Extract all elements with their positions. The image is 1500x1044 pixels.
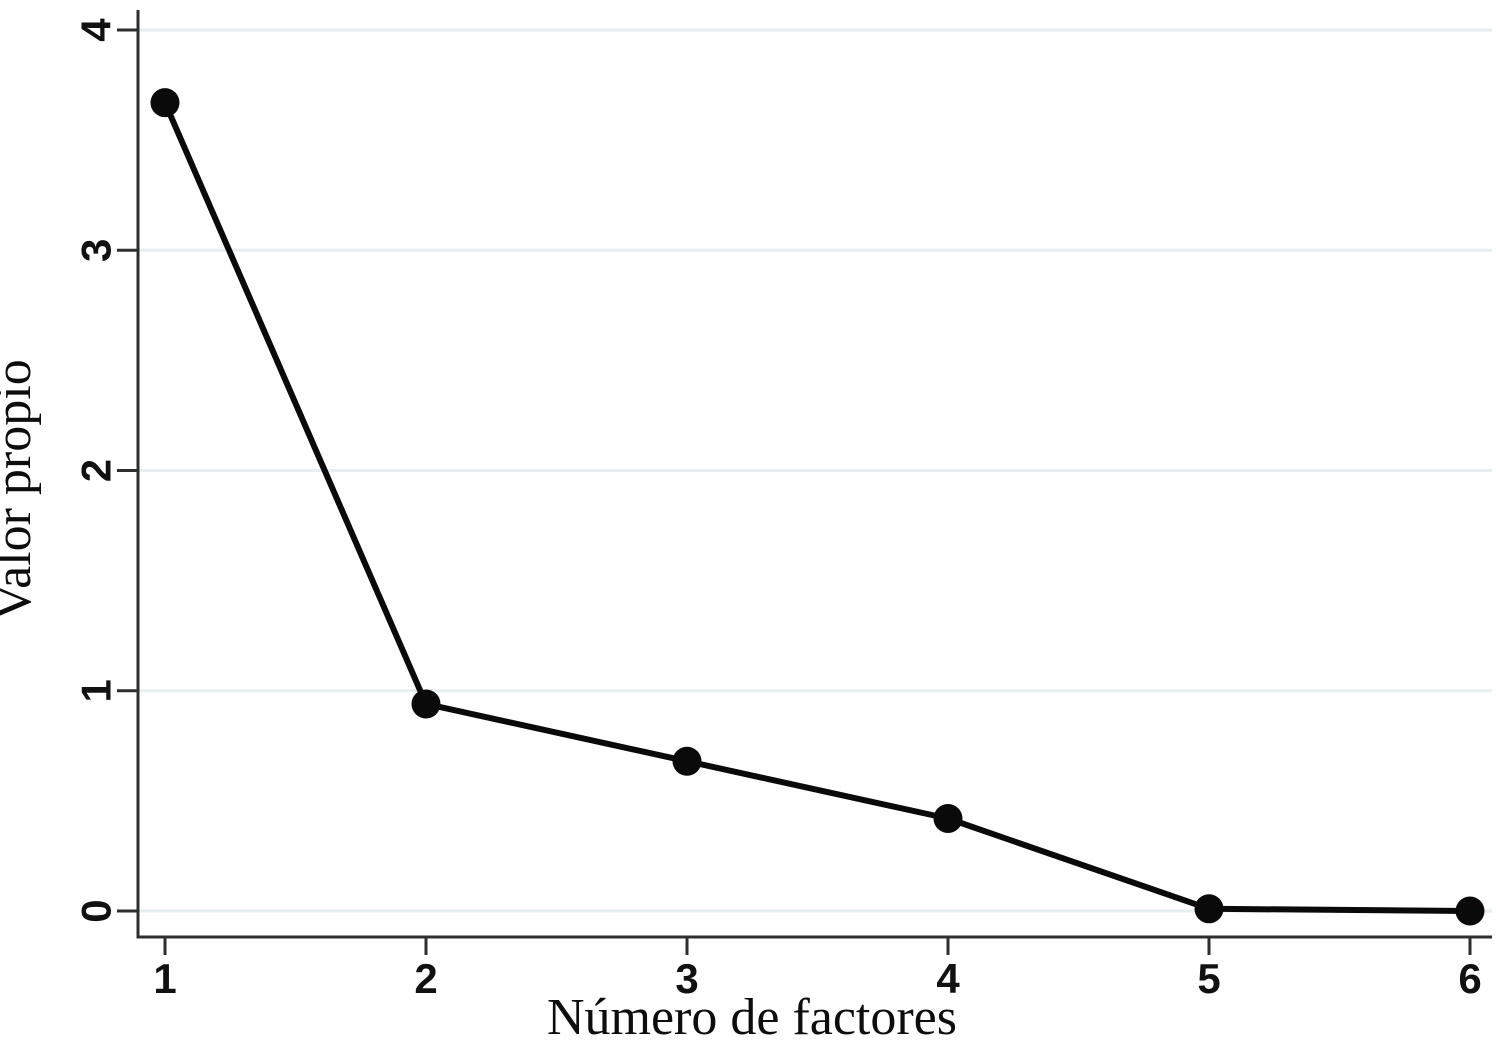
y-gridlines	[138, 28, 1492, 913]
x-tick-labels: 1 2 3 4 5 6	[153, 955, 1481, 1002]
x-axis-ticks	[163, 937, 1472, 955]
y-axis-title: Valor propio	[0, 359, 42, 620]
axes	[136, 10, 1492, 939]
x-tick-label: 5	[1197, 955, 1220, 1002]
x-tick-label: 1	[153, 955, 176, 1002]
y-axis-ticks	[117, 28, 138, 913]
data-point-markers	[150, 88, 1485, 926]
data-point	[672, 746, 702, 776]
y-tick-labels: 0 1 2 3 4	[73, 18, 120, 923]
x-tick-label: 4	[936, 955, 960, 1002]
x-tick-label: 6	[1458, 955, 1481, 1002]
data-point	[1455, 896, 1485, 926]
x-axis-title: Número de factores	[547, 989, 957, 1044]
y-tick-label: 4	[73, 18, 120, 42]
data-point	[933, 803, 963, 833]
y-tick-label: 1	[73, 679, 120, 702]
x-tick-label: 2	[414, 955, 437, 1002]
y-tick-label: 3	[73, 239, 120, 262]
series-line-group	[162, 101, 1471, 914]
series-line	[162, 101, 1471, 914]
y-tick-label: 2	[73, 459, 120, 482]
data-point	[1194, 894, 1224, 924]
data-point	[150, 88, 180, 118]
x-tick-label: 3	[675, 955, 698, 1002]
y-tick-label: 0	[73, 899, 120, 922]
data-point	[411, 689, 441, 719]
